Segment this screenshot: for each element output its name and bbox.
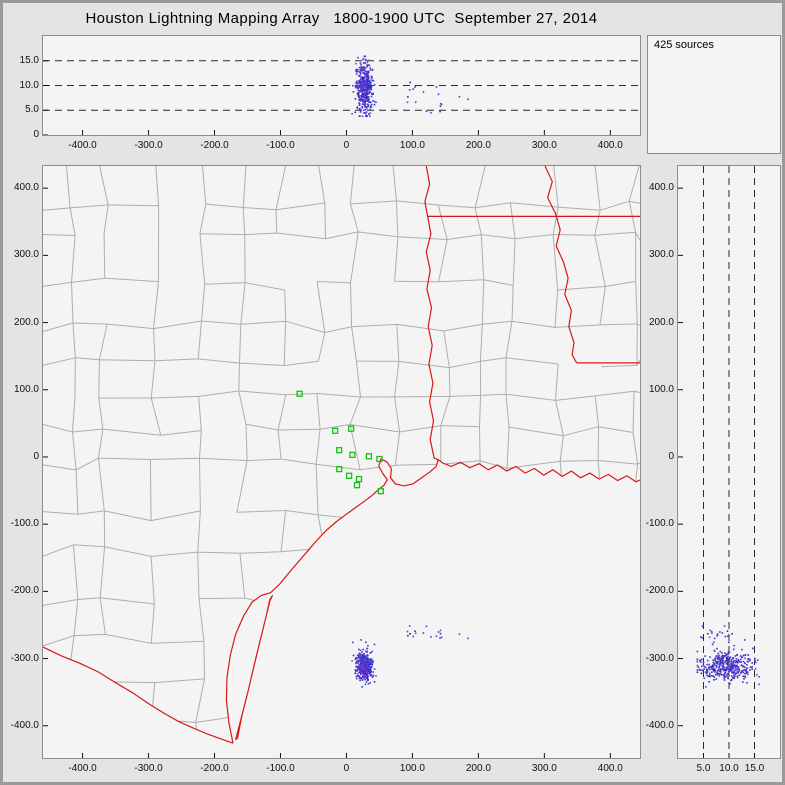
tick-label: -300.0 (134, 763, 163, 774)
tick-label: -100.0 (645, 518, 674, 530)
tick-label: -200.0 (645, 585, 674, 597)
tick-label: 100.0 (13, 383, 39, 395)
lightning-source-points (351, 55, 469, 117)
tick-label: -200.0 (200, 763, 229, 774)
lma-station-markers (296, 390, 384, 495)
tick-label: -200.0 (200, 140, 229, 151)
sources-count-panel: 425 sources (647, 35, 781, 154)
tick-label: 200.0 (648, 316, 674, 328)
gulf-of-mexico-area (226, 459, 640, 758)
tick-label: -100.0 (266, 140, 295, 151)
altitude-vs-east-west-plot (43, 55, 640, 135)
tick-label: 100.0 (648, 383, 674, 395)
lma-station-marker (296, 390, 303, 397)
coastline (225, 458, 640, 744)
tick-label: 300.0 (13, 249, 39, 261)
mississippi-river-border (544, 166, 578, 364)
tick-label: 100.0 (399, 140, 425, 151)
tick-label: 200.0 (465, 140, 491, 151)
lightning-source-points (696, 625, 760, 688)
tick-label: 0 (33, 450, 39, 462)
lma-station-marker (332, 427, 339, 434)
lma-station-marker (336, 447, 343, 454)
tx-la-sabine-border (424, 166, 439, 461)
lma-station-marker (345, 472, 353, 479)
altitude-vs-north-south-panel (677, 165, 781, 759)
lma-station-marker (377, 488, 384, 495)
tick-label: 300.0 (531, 763, 557, 774)
tick-label: -300.0 (134, 140, 163, 151)
plot-title: Houston Lightning Mapping Array 1800-190… (85, 10, 598, 27)
tick-label: 400.0 (597, 763, 623, 774)
tick-label: 100.0 (399, 763, 425, 774)
mexico-area (43, 647, 233, 758)
barrier-island (235, 595, 274, 741)
lma-station-marker (336, 465, 343, 473)
lma-station-marker (349, 451, 356, 459)
tick-label: -300.0 (645, 652, 674, 664)
tick-label: 15.0 (19, 54, 39, 66)
tick-label: 0 (343, 763, 350, 774)
tick-label: 300.0 (648, 249, 674, 261)
lma-station-marker (365, 453, 373, 460)
lma-station-marker (355, 475, 363, 483)
tick-label: -400.0 (10, 719, 39, 731)
tick-label: -100.0 (10, 518, 39, 530)
tick-label: -400.0 (68, 763, 97, 774)
tick-label: 5.0 (25, 104, 39, 116)
tick-label: 0 (668, 450, 674, 462)
plan-view-map (43, 166, 640, 758)
state-borders-and-coastline (43, 166, 640, 744)
tick-label: 400.0 (648, 182, 674, 194)
tick-label: -100.0 (266, 763, 295, 774)
tick-label: 200.0 (13, 316, 39, 328)
altitude-vs-east-west-panel (42, 35, 641, 136)
tick-label: 0 (33, 129, 39, 140)
tick-label: 5.0 (696, 763, 711, 774)
plan-view-map-panel (42, 165, 641, 759)
tick-label: 200.0 (465, 763, 491, 774)
tick-label: 10.0 (719, 763, 739, 774)
tick-label: 10.0 (19, 79, 39, 91)
sources-count-label: 425 sources (654, 39, 714, 51)
tick-label: -200.0 (10, 585, 39, 597)
lma-station-marker (347, 425, 355, 432)
tick-label: -300.0 (10, 652, 39, 664)
tick-label: 15.0 (744, 763, 765, 774)
lma-station-marker (376, 455, 383, 463)
tick-label: -400.0 (645, 719, 674, 731)
tick-label: 400.0 (13, 182, 39, 194)
tick-label: -400.0 (68, 140, 97, 151)
lightning-source-points (351, 625, 469, 688)
altitude-vs-north-south-plot (678, 166, 760, 758)
tick-label: 400.0 (597, 140, 623, 151)
tick-label: 0 (343, 140, 350, 151)
tick-label: 300.0 (531, 140, 557, 151)
lma-station-marker (353, 482, 361, 489)
rio-grande-border (43, 646, 234, 744)
